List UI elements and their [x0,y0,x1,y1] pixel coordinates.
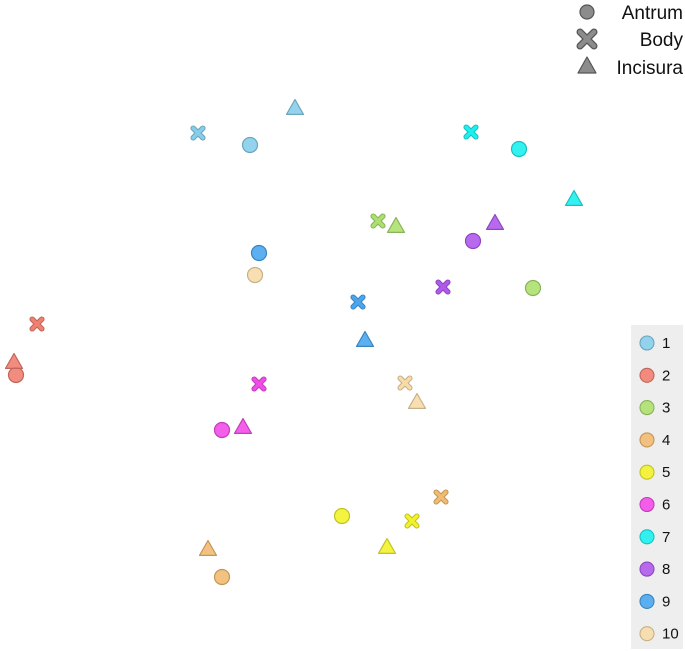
data-point-group-5-triangle [377,537,397,554]
group-legend-item-3: 3 [639,400,670,417]
data-point-group-3-circle [524,279,542,297]
triangle-marker-icon [577,56,597,74]
group-legend-item-9: 9 [639,593,670,610]
shape-legend-label-antrum: Antrum [622,3,683,24]
group-legend-item-8: 8 [639,561,670,578]
group-legend-label: 10 [662,626,679,643]
data-point-group-8-triangle [485,213,505,230]
data-point-group-4-circle [213,568,231,586]
group-legend-item-6: 6 [639,496,670,514]
data-point-group-6-triangle [233,417,253,434]
shape-legend-label-incisura: Incisura [616,58,683,79]
circle-marker-icon [579,4,595,20]
data-point-group-3-triangle [386,216,406,233]
data-point-group-2-circle [7,366,25,384]
data-point-group-8-x [435,279,451,295]
group-legend-item-5: 5 [639,464,670,481]
group-legend-item-1: 1 [639,335,670,352]
group-legend-items: 1 2 3 4 5 6 7 8 9 10 [639,335,679,643]
data-point-group-4-x [433,489,449,505]
group-legend: 1 2 3 4 5 6 7 8 9 10 [631,325,683,649]
group-legend-label: 6 [662,497,670,514]
shape-legend-item-body: Body [576,28,684,51]
data-point-group-7-triangle [564,189,584,206]
data-point-group-1-circle [241,136,259,154]
group-legend-swatch [639,626,655,642]
shape-legend-item-antrum: Antrum [579,3,683,24]
group-legend-label: 2 [662,367,670,384]
data-point-group-10-circle [246,266,264,284]
group-legend-label: 9 [662,593,670,610]
data-point-group-2-triangle [4,352,24,369]
group-legend-background [631,325,683,649]
data-point-group-6-x [251,376,267,392]
group-legend-label: 3 [662,400,670,417]
group-legend-swatch [639,561,655,577]
group-legend-swatch [639,464,655,480]
group-legend-swatch [639,432,655,448]
group-legend-item-2: 2 [639,367,670,384]
data-point-group-4-triangle [198,539,218,556]
data-point-group-7-x [463,124,479,140]
data-point-group-9-circle [250,244,268,262]
shape-legend-item-incisura: Incisura [577,56,683,79]
data-point-group-6-circle [213,421,231,439]
group-legend-swatch [639,367,655,383]
group-legend-item-7: 7 [639,529,670,546]
group-legend-swatch [639,529,655,545]
group-legend-swatch [639,335,655,351]
data-point-group-10-triangle [407,392,427,409]
data-point-group-1-x [190,125,206,141]
data-point-group-9-x [350,294,366,310]
data-point-group-9-triangle [355,330,375,347]
group-legend-item-10: 10 [639,626,679,643]
data-point-group-5-circle [333,507,351,525]
group-legend-swatch [639,593,655,609]
group-legend-label: 1 [662,335,670,352]
data-point-group-2-x [29,316,45,332]
data-point-group-1-triangle [285,98,305,115]
group-legend-label: 4 [662,432,670,449]
data-points-layer [4,98,584,586]
data-point-group-8-circle [464,232,482,250]
group-legend-swatch [639,400,655,416]
x-marker-icon [577,29,597,49]
group-legend-label: 5 [662,464,670,481]
shape-legend-label-body: Body [640,30,684,51]
data-point-group-7-circle [510,140,528,158]
group-legend-item-4: 4 [639,432,670,449]
data-point-group-3-x [370,213,386,229]
group-legend-label: 7 [662,529,670,546]
data-point-group-10-x [397,375,413,391]
group-legend-label: 8 [662,561,670,578]
group-legend-swatch [639,496,655,513]
shape-legend: Antrum Body Incisura [576,3,684,79]
data-point-group-5-x [404,513,420,529]
